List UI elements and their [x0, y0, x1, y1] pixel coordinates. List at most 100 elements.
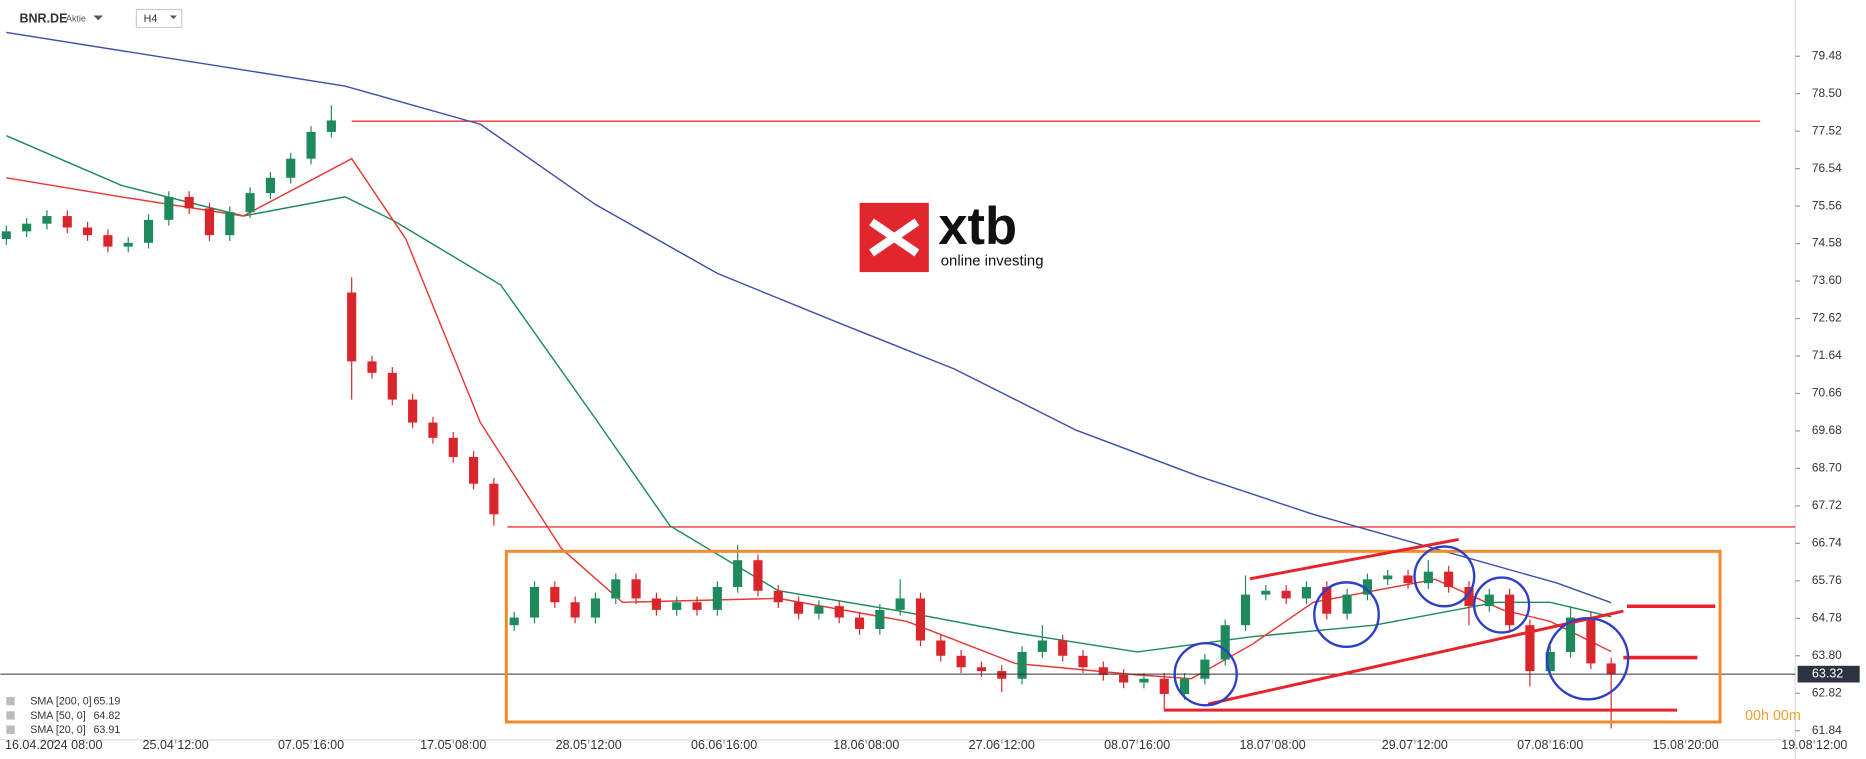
candle-body [265, 177, 275, 194]
channel-bottom [1207, 609, 1624, 706]
candle-body [326, 120, 336, 132]
candle-body [570, 602, 580, 618]
candle-body [590, 598, 601, 618]
channel-top [1249, 537, 1459, 581]
countdown: 00h 00m [1745, 708, 1801, 724]
dropdown-arrow[interactable] [93, 15, 103, 21]
dropdown-arrow[interactable] [169, 15, 177, 20]
candle-body [1444, 571, 1454, 587]
legend-name: SMA [20, 0] [30, 724, 86, 736]
timeframe-box[interactable] [135, 8, 183, 29]
candle-body [1200, 659, 1210, 679]
instrument-type: Aktie [66, 13, 86, 23]
y-tick-label: 78.50 [1812, 86, 1842, 100]
candle-body [1383, 575, 1393, 580]
y-tick-label: 63.80 [1812, 648, 1842, 662]
candle-body [184, 196, 194, 209]
candle-body [1464, 586, 1474, 607]
y-tick-label: 69.68 [1812, 423, 1842, 437]
timeframe[interactable]: H4 [144, 13, 158, 25]
candle-body [631, 579, 641, 599]
candle-body [1565, 617, 1576, 652]
candle-body [550, 586, 560, 603]
candle-body [62, 216, 72, 228]
x-tick-label: 16.04.2024 08:00 [5, 738, 102, 752]
last-price-box [1797, 665, 1860, 683]
candle-body [875, 609, 885, 630]
candle-body [854, 617, 865, 630]
candle-body [245, 193, 255, 213]
candle-body [1423, 571, 1433, 584]
candle-body [611, 579, 621, 599]
candle-body [428, 422, 438, 438]
x-tick-label: 28.05 12:00 [556, 738, 622, 752]
x-tick-label: 29.07 12:00 [1382, 738, 1448, 752]
x-tick-label: 19.08 12:00 [1781, 738, 1847, 752]
candle-body [286, 158, 296, 178]
x-tick-label: 06.06 16:00 [691, 738, 757, 752]
candle-body [773, 590, 783, 603]
candle-body [509, 617, 519, 626]
logo-x [869, 218, 920, 257]
y-tick-label: 77.52 [1812, 123, 1842, 137]
sma-line [6, 157, 1612, 680]
candle-body [1545, 651, 1555, 672]
candle-body [1, 231, 11, 239]
candle-body [204, 208, 215, 236]
candle-body [387, 372, 397, 400]
candle-body [895, 598, 905, 610]
x-tick-label: 25.04 12:00 [143, 738, 209, 752]
y-tick-label: 75.56 [1812, 198, 1842, 212]
candle-body [1586, 617, 1596, 664]
candle-body [103, 235, 113, 247]
candle-body [1098, 667, 1108, 675]
highlight-circle [1413, 545, 1476, 608]
candle-body [651, 598, 661, 610]
candle-body [814, 606, 824, 614]
y-tick-label: 72.62 [1812, 311, 1842, 325]
candle-body [1505, 594, 1515, 626]
candle-body [1037, 640, 1047, 652]
watermark: xtb online investing [859, 197, 1044, 273]
y-tick-label: 68.70 [1812, 461, 1842, 475]
candle-body [1261, 590, 1271, 595]
candle-body [1119, 674, 1129, 683]
candle-body [753, 560, 763, 591]
candle-body [712, 586, 722, 610]
header: BNR.DE Aktie H4 [19, 8, 183, 29]
candle-body [976, 667, 986, 672]
y-tick-label: 74.58 [1812, 236, 1842, 250]
y-tick-label: 65.76 [1812, 573, 1842, 587]
x-tick-label: 17.05 08:00 [420, 738, 486, 752]
candle-body [1180, 678, 1190, 695]
logo-brand: xtb [938, 197, 1017, 256]
legend-icon [6, 696, 15, 706]
candle-body [997, 671, 1007, 679]
y-tick-label: 61.84 [1812, 723, 1842, 737]
y-tick-label: 66.74 [1812, 536, 1842, 550]
legend-icon [6, 711, 15, 720]
candle-body [529, 586, 540, 618]
candle-body [367, 361, 377, 373]
candle-body [489, 483, 499, 515]
candle-body [408, 399, 418, 423]
candle-body [1362, 579, 1372, 595]
x-tick-label: 27.06 12:00 [969, 738, 1035, 752]
candle-body [83, 227, 93, 236]
candle-body [1220, 625, 1230, 660]
candle-body [1240, 594, 1251, 626]
candle-body [1301, 586, 1312, 599]
candle-body [347, 292, 357, 362]
highlight-circle [1173, 642, 1238, 707]
candle-body [468, 456, 479, 484]
candle-body [1525, 625, 1535, 672]
symbol[interactable]: BNR.DE [19, 11, 67, 25]
annotations [504, 537, 1722, 724]
last-price-label: 63.32 [1812, 666, 1843, 680]
legend-value: 64.82 [93, 710, 120, 722]
candle-body [306, 131, 316, 159]
candle-body [834, 606, 844, 618]
candle-body [672, 602, 682, 610]
candle-body [692, 602, 702, 610]
